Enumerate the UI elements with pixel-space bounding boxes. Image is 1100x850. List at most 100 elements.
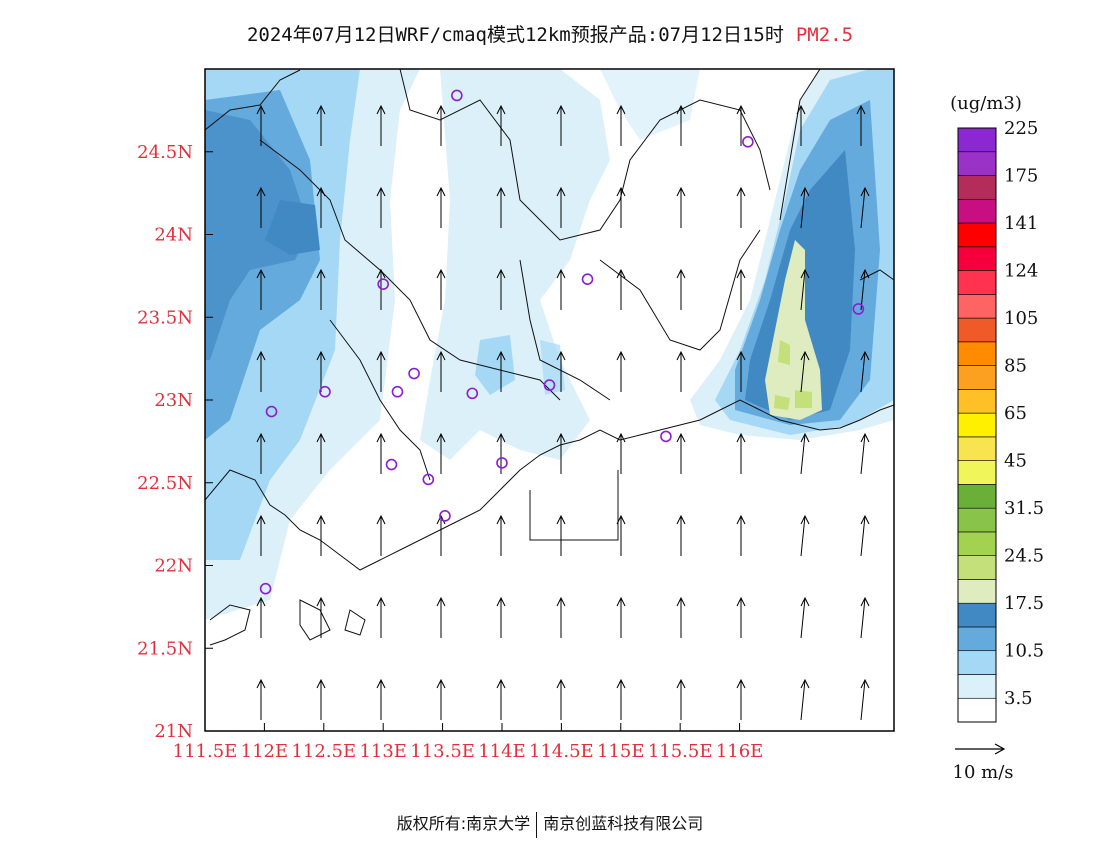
map-title: 2024年07月12日WRF/cmaq模式12km预报产品:07月12日15时 P… [0,20,1100,47]
lat-tick-label: 24.5N [137,142,193,163]
wind-arrow [257,762,265,802]
wind-arrow [316,350,326,392]
colorbar-swatch [957,246,997,271]
wind-arrow [496,514,506,556]
wind-arrow [256,514,266,556]
wind-arrow [376,514,386,556]
lat-tick-label: 21N [154,721,193,742]
copyright-footer: 版权所有:南京大学 南京创蓝科技有限公司 [0,810,1100,838]
wind-arrow [437,762,445,802]
colorbar-swatch [957,507,997,533]
lon-tick-label: 114.5E [529,741,594,762]
lat-tick-label: 23.5N [137,307,193,328]
wind-arrow [860,432,870,475]
legend-unit: (ug/m3) [950,93,1022,114]
footer-separator [536,811,538,838]
wind-arrow [436,268,446,310]
colorbar-label: 24.5 [1004,546,1044,567]
colorbar-swatch [957,341,997,366]
station-marker [742,136,754,148]
wind-arrow [800,678,810,721]
wind-arrow [736,268,746,310]
colorbar-swatch [957,294,997,319]
wind-arrow [677,762,685,802]
wind-arrow [737,762,745,802]
wind-arrow [436,186,446,228]
wind-arrow [676,268,686,310]
wind-arrow [316,186,326,228]
wind-arrow [376,268,386,310]
wind-reference-arrowhead [994,743,1006,755]
wind-arrow [800,268,810,311]
wind-arrow [860,678,870,721]
wind-arrow [616,186,626,228]
station-marker [259,582,272,595]
wind-arrow [556,514,566,556]
wind-arrow [316,104,326,146]
wind-arrow [436,596,446,638]
station-marker [391,385,404,398]
wind-arrow [800,432,810,475]
colorbar: 3.5 10.5 17.5 24.5 31.5 45 65 85 105 124 141 175 225 [957,118,1044,723]
wind-arrow [376,104,386,146]
wind-arrow [736,432,746,474]
wind-arrow [616,596,626,638]
station-marker [496,457,508,469]
lon-tick-label: 113E [359,741,407,762]
wind-reference: 10 m/s [953,743,1014,783]
lat-tick-label: 21.5N [137,638,193,659]
station-marker [466,387,479,400]
wind-arrow [256,268,266,310]
wind-arrow [317,762,325,802]
wind-arrow [861,762,869,802]
wind-arrow [736,514,746,556]
wind-arrow [860,186,870,229]
colorbar-label: 45 [1004,451,1027,472]
station-marker [852,303,865,315]
wind-arrow [556,432,566,474]
wind-arrow [376,186,386,228]
wind-arrow [376,678,386,720]
wind-arrow [316,268,326,310]
wind-arrow [736,350,746,392]
wind-arrow [616,268,626,310]
station-marker [439,510,451,522]
colorbar-swatch [957,365,997,390]
lat-tick-label: 22.5N [137,473,193,494]
colorbar-swatch [957,317,997,343]
wind-arrow [256,350,266,392]
wind-arrow [256,104,266,146]
colorbar-swatch [957,626,997,652]
wind-arrow [556,186,566,228]
wind-reference-label: 10 m/s [953,762,1014,783]
colorbar-swatch [957,484,997,509]
colorbar-swatch [957,151,997,176]
lon-tick-label: 114E [478,741,526,762]
colorbar-swatch [957,555,997,580]
colorbar-swatch [957,270,997,295]
wind-arrow [676,186,686,228]
colorbar-swatch [957,222,997,248]
wind-arrow [676,350,686,392]
colorbar-swatch [957,650,997,675]
lat-tick-label: 22N [154,556,193,577]
colorbar-label: 3.5 [1004,688,1033,709]
colorbar-swatch [957,674,997,699]
colorbar-label: 225 [1004,118,1038,139]
wind-arrow [496,596,506,638]
colorbar-swatch [957,460,997,485]
wind-arrow [376,432,386,474]
wind-arrow [496,268,506,310]
wind-arrow [256,596,266,638]
wind-arrow [436,432,446,474]
lon-tick-label: 112.5E [291,741,356,762]
wind-arrow [860,268,870,311]
coastline-boundaries [205,69,894,646]
wind-arrow [800,186,810,229]
station-marker [451,89,463,102]
station-marker [543,379,556,391]
colorbar-swatch [957,198,997,224]
colorbar-label: 10.5 [1004,641,1044,662]
wind-arrow [860,596,870,639]
